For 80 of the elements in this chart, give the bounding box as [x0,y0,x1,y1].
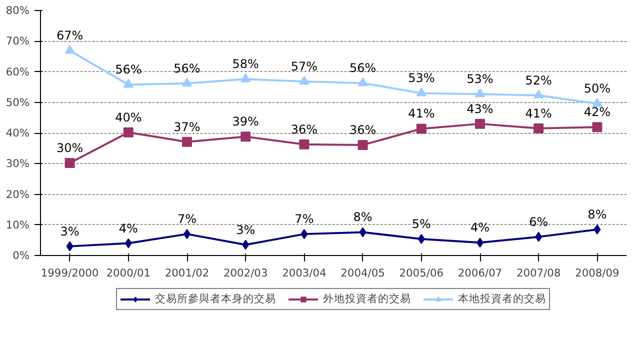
data-label: 8% [353,210,372,224]
x-tick-label: 2008/09 [575,266,620,280]
data-label: 3% [60,224,80,238]
y-tick-label: 50% [6,96,30,109]
point [418,234,425,244]
point [358,77,368,86]
point [534,90,544,98]
x-tick-label: 2007/08 [516,266,561,280]
x-tick-label: 2005/06 [399,266,444,280]
point [64,158,75,168]
data-label: 37% [174,120,200,134]
y-tick-label: 30% [6,157,30,170]
data-label: 57% [290,60,318,74]
data-label: 53% [466,72,494,86]
y-tick-label: 10% [6,218,30,232]
point [592,98,602,107]
point [242,240,250,250]
data-label: 30% [56,141,84,156]
point [123,78,134,88]
y-tick-label: 60% [6,65,30,78]
data-label: 53% [408,71,435,86]
data-label: 41% [525,106,552,120]
data-label: 50% [584,82,611,96]
data-label: 5% [412,216,431,231]
point [182,136,192,147]
x-tick-label: 2002/03 [223,266,268,280]
y-tick-label: 80% [6,4,30,17]
point [299,139,310,150]
data-label: 7% [294,212,314,226]
data-label: 52% [525,73,552,88]
point [124,238,132,248]
data-label: 42% [584,105,611,120]
point [300,229,308,240]
x-tick-label: 1999/2000 [40,266,99,280]
data-label: 58% [232,57,259,72]
data-label: 56% [174,61,200,76]
point [535,232,542,242]
data-label: 67% [56,28,84,43]
point [123,127,134,138]
data-label: 56% [349,61,376,76]
data-label: 41% [408,106,435,121]
data-label: 40% [115,110,142,124]
point [359,227,366,238]
x-tick-label: 2004/05 [340,266,385,280]
point [66,241,74,252]
data-label: 4% [118,221,138,236]
data-label: 6% [529,214,548,229]
point [592,122,602,132]
x-tick-label: 2000/01 [106,266,151,280]
data-label: 36% [290,122,318,136]
y-tick-label: 70% [6,34,30,48]
point [358,140,368,150]
point [594,224,601,234]
data-label: 4% [470,220,490,235]
y-tick-label: 0% [12,249,30,262]
y-tick-label: 40% [6,126,30,140]
point [416,87,426,96]
point [240,132,251,142]
x-tick-label: 2003/04 [282,266,327,280]
point [240,73,251,82]
data-label: 56% [115,62,142,77]
point [416,124,426,134]
point [475,88,485,98]
point [299,76,310,85]
data-label: 39% [232,114,259,129]
point [64,44,75,54]
point [475,118,485,129]
point [534,123,544,134]
data-label: 36% [349,122,376,137]
point [182,78,192,86]
data-label: 43% [466,102,494,116]
y-tick-label: 20% [6,188,30,201]
legend-label: 本地投資者的交易 [458,292,546,306]
data-label: 7% [177,212,197,226]
x-tick-label: 2006/07 [458,266,502,280]
data-label: 3% [236,222,256,237]
legend-label: 交易所參與者本身的交易 [155,292,276,306]
x-tick-label: 2001/02 [164,266,210,280]
data-label: 8% [588,207,607,222]
legend-label: 外地投資者的交易 [323,292,411,306]
